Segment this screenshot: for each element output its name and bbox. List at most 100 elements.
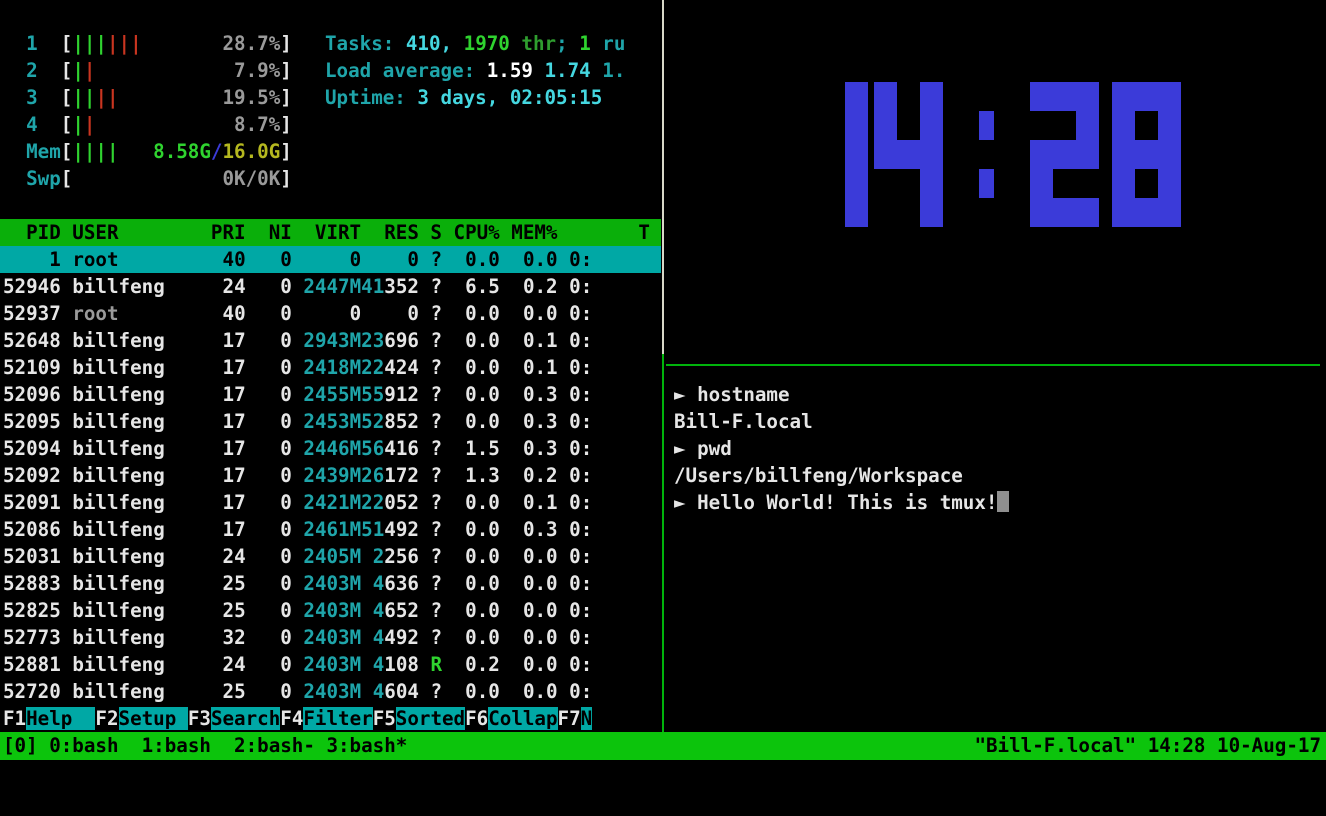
process-mem: 0.2 (522, 275, 558, 298)
fkey-button-f7[interactable]: F7N (557, 707, 593, 730)
meter-bracket: ] (280, 59, 292, 82)
process-res: 416 (384, 437, 419, 460)
process-mem: 0.3 (522, 518, 558, 541)
process-row[interactable]: 52881 billfeng 24 0 2403M 4108 R 0.2 0.0… (0, 651, 661, 678)
process-row[interactable]: 52720 billfeng 25 0 2403M 4604 ? 0.0 0.0… (0, 678, 661, 705)
process-pri: 40 (222, 248, 246, 271)
process-pri: 17 (222, 464, 246, 487)
process-res: 23 (361, 329, 385, 352)
process-user: root (72, 248, 165, 271)
fkey-button-f3[interactable]: F3Search (187, 707, 281, 730)
process-row[interactable]: 52825 billfeng 25 0 2403M 4652 ? 0.0 0.0… (0, 597, 661, 624)
fkey-button-f2[interactable]: F2Setup (95, 707, 188, 730)
clock-segment-off (979, 198, 994, 227)
process-pid: 52092 (3, 464, 61, 487)
process-pri: 24 (222, 545, 246, 568)
clock-segment-off (1135, 111, 1158, 140)
process-res: 26 (361, 464, 385, 487)
meter-bar: 0K/0K (72, 165, 280, 192)
meter-bar: |||| 19.5% (72, 84, 280, 111)
process-state: ? (430, 383, 443, 406)
clock-segment-off (874, 169, 897, 198)
meter-bar-ticks: ||| (106, 32, 142, 55)
process-user: billfeng (72, 491, 165, 514)
process-state: ? (430, 275, 443, 298)
process-cpu: 0.0 (465, 626, 500, 649)
process-state: ? (430, 437, 443, 460)
process-pid: 52091 (3, 491, 61, 514)
process-row[interactable]: 52773 billfeng 32 0 2403M 4492 ? 0.0 0.0… (0, 624, 661, 651)
meter-value: 7.9% (234, 59, 281, 82)
process-row[interactable]: 52109 billfeng 17 0 2418M22424 ? 0.0 0.1… (0, 354, 661, 381)
fkey-label: F7 (557, 707, 581, 730)
process-res: 0 (361, 302, 419, 325)
process-time: 0: (569, 599, 593, 622)
clock-segment-on (920, 111, 943, 140)
process-state: ? (430, 464, 443, 487)
process-row[interactable]: 52096 billfeng 17 0 2455M55912 ? 0.0 0.3… (0, 381, 661, 408)
clock-segment-on (897, 140, 920, 169)
process-virt: 2403M (303, 572, 362, 595)
process-row[interactable]: 52946 billfeng 24 0 2447M41352 ? 6.5 0.2… (0, 273, 661, 300)
process-cpu: 0.0 (465, 248, 500, 271)
meter-bar-ticks: || (72, 86, 96, 109)
meter-value: 16.0G (222, 140, 281, 163)
process-pri: 25 (222, 599, 246, 622)
fkey-button-f4[interactable]: F4Filter (280, 707, 373, 730)
clock-segment-off (979, 82, 994, 111)
process-user: billfeng (72, 356, 165, 379)
fkey-button-f5[interactable]: F5Sorted (372, 707, 466, 730)
tmux-window-list[interactable]: [0] 0:bash 1:bash 2:bash- 3:bash* (3, 734, 408, 757)
process-row[interactable]: 52094 billfeng 17 0 2446M56416 ? 1.5 0.3… (0, 435, 661, 462)
process-ni: 0 (280, 599, 292, 622)
pane-divider-vertical-active[interactable] (662, 354, 664, 732)
process-pid: 52946 (3, 275, 61, 298)
process-row[interactable]: 52883 billfeng 25 0 2403M 4636 ? 0.0 0.0… (0, 570, 661, 597)
shell-output-line: /Users/billfeng/Workspace (674, 462, 1324, 489)
fkey-label: F5 (372, 707, 396, 730)
clock-segment-off (1053, 169, 1076, 198)
shell-pane[interactable]: ► hostname Bill-F.local ► pwd/Users/billfe… (674, 381, 1324, 516)
pane-divider-horizontal-active[interactable] (666, 364, 1320, 366)
fkey-button-f1[interactable]: F1Help (3, 707, 96, 730)
process-mem: 0.0 (522, 680, 558, 703)
shell-output-text: /Users/billfeng/Workspace (674, 464, 963, 487)
process-pri: 25 (222, 680, 246, 703)
clock-segment-on (920, 198, 943, 227)
clock-segment-on (845, 140, 868, 169)
process-state: ? (430, 356, 443, 379)
process-user: root (72, 302, 165, 325)
process-ni: 0 (280, 491, 292, 514)
meter-bracket: ] (280, 167, 292, 190)
process-row[interactable]: 52086 billfeng 17 0 2461M51492 ? 0.0 0.3… (0, 516, 661, 543)
process-mem: 0.3 (522, 437, 558, 460)
process-pri: 32 (222, 626, 246, 649)
fkey-bar: F1Help F2Setup F3SearchF4FilterF5SortedF… (0, 705, 661, 732)
clock-pane[interactable] (674, 0, 1326, 352)
process-row[interactable]: 1 root 40 0 0 0 ? 0.0 0.0 0: (0, 246, 661, 273)
process-row[interactable]: 52092 billfeng 17 0 2439M26172 ? 1.3 0.2… (0, 462, 661, 489)
clock-segment-on (920, 82, 943, 111)
fkey-button-f6[interactable]: F6Collap (465, 707, 558, 730)
process-row[interactable]: 52091 billfeng 17 0 2421M22052 ? 0.0 0.1… (0, 489, 661, 516)
process-row[interactable]: 52031 billfeng 24 0 2405M 2256 ? 0.0 0.0… (0, 543, 661, 570)
process-res: 4 (361, 599, 385, 622)
meter-value: 0K/0K (222, 167, 281, 190)
process-pid: 52094 (3, 437, 61, 460)
process-time: 0: (569, 464, 593, 487)
meter-value: 28.7% (222, 32, 281, 55)
htop-content: 1 [|||||| 28.7%] 2 [|| 7.9%] 3 [|||| 19.5%]… (0, 3, 661, 732)
process-ni: 0 (280, 653, 292, 676)
pane-divider-vertical[interactable] (662, 0, 664, 354)
process-pid: 52937 (3, 302, 61, 325)
process-res: 22 (361, 356, 385, 379)
process-row[interactable]: 52648 billfeng 17 0 2943M23696 ? 0.0 0.1… (0, 327, 661, 354)
process-pid: 1 (3, 248, 61, 271)
process-row[interactable]: 52095 billfeng 17 0 2453M52852 ? 0.0 0.3… (0, 408, 661, 435)
clock-segment-off (1135, 169, 1158, 198)
htop-pane[interactable]: 1 [|||||| 28.7%] 2 [|| 7.9%] 3 [|||| 19.5%]… (0, 0, 661, 732)
process-cpu: 0.0 (465, 383, 500, 406)
process-row[interactable]: 52937 root 40 0 0 0 ? 0.0 0.0 0: (0, 300, 661, 327)
process-state: ? (430, 248, 443, 271)
process-res: 256 (384, 545, 419, 568)
